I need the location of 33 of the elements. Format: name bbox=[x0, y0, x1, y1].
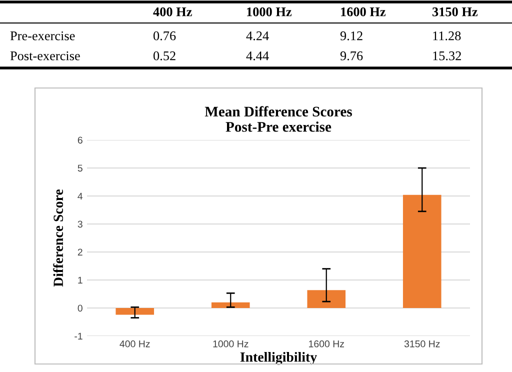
text: 11.28 bbox=[433, 31, 461, 40]
bar bbox=[307, 290, 346, 308]
y-tick-label: 6 bbox=[78, 136, 82, 144]
chart-title: Mean Difference Scores Post-Pre exercise bbox=[204, 106, 352, 132]
bar bbox=[402, 194, 442, 308]
y-tick-label: 3 bbox=[78, 220, 82, 228]
y-tick-label: 5 bbox=[78, 164, 82, 172]
y-tick-label: -1 bbox=[74, 332, 82, 340]
text: 4.44 bbox=[246, 51, 269, 60]
text: 1600 Hz bbox=[341, 7, 386, 16]
y-tick-label: 1 bbox=[78, 276, 82, 284]
x-tick-label: 3150 Hz bbox=[404, 340, 440, 348]
text: 400 Hz bbox=[153, 7, 192, 16]
bar bbox=[211, 302, 250, 308]
text: 9.12 bbox=[340, 31, 362, 40]
y-axis-title: Difference Score bbox=[53, 189, 64, 287]
text: 9.76 bbox=[340, 51, 363, 60]
text: 4.24 bbox=[246, 31, 269, 40]
text: Pre-exercise bbox=[10, 31, 75, 40]
y-tick-label: 0 bbox=[78, 304, 82, 312]
x-tick-label: 1000 Hz bbox=[213, 340, 248, 348]
text: 1000 Hz bbox=[247, 7, 292, 16]
x-axis-title: Intelligibility bbox=[240, 352, 317, 365]
text: 3150 Hz bbox=[432, 7, 478, 16]
y-tick-label: 4 bbox=[78, 192, 83, 200]
x-tick-label: 400 Hz bbox=[120, 340, 150, 348]
y-tick-label: 2 bbox=[78, 248, 82, 256]
text: 0.52 bbox=[154, 51, 176, 60]
text: 0.76 bbox=[154, 31, 176, 40]
bar bbox=[116, 308, 154, 315]
text: 15.32 bbox=[433, 51, 461, 60]
x-tick-label: 1600 Hz bbox=[309, 340, 344, 348]
text: Post-exercise bbox=[10, 51, 80, 60]
